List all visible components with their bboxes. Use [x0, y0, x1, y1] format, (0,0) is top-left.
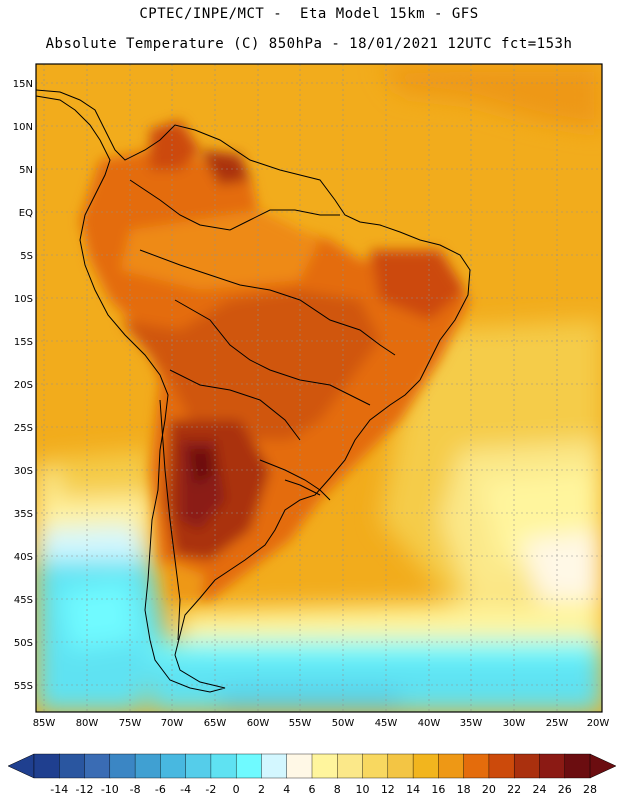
lat-label: 20S	[14, 380, 33, 391]
colorbar-label: 18	[457, 783, 471, 796]
colorbar-swatch	[33, 753, 60, 779]
lat-label: 45S	[14, 595, 33, 606]
colorbar-arrow-low	[7, 753, 35, 779]
colorbar-swatch	[412, 753, 439, 779]
colorbar-label: 8	[334, 783, 341, 796]
colorbar-label: 28	[583, 783, 597, 796]
map-subtitle: Absolute Temperature (C) 850hPa - 18/01/…	[45, 36, 573, 52]
lat-label: 15S	[14, 337, 33, 348]
colorbar-label: -6	[155, 783, 166, 796]
colorbar-label: 24	[532, 783, 546, 796]
colorbar-label: 0	[233, 783, 240, 796]
colorbar-swatch	[387, 753, 414, 779]
lat-label: 15N	[13, 79, 33, 90]
colorbar-swatch	[84, 753, 111, 779]
lat-label: 40S	[14, 552, 33, 563]
colorbar-swatch	[235, 753, 262, 779]
colorbar-swatch	[311, 753, 338, 779]
lon-label: 40W	[418, 718, 441, 729]
colorbar-label: -12	[76, 783, 94, 796]
colorbar-label: 16	[431, 783, 445, 796]
lat-label: 10S	[14, 294, 33, 305]
colorbar-swatch	[59, 753, 86, 779]
lon-label: 30W	[503, 718, 526, 729]
colorbar-swatch	[463, 753, 490, 779]
colorbar-label: 2	[258, 783, 265, 796]
lon-label: 80W	[76, 718, 99, 729]
lon-label: 50W	[332, 718, 355, 729]
lat-label: 50S	[14, 638, 33, 649]
lon-label: 20W	[587, 718, 610, 729]
colorbar-swatch	[539, 753, 566, 779]
lon-label: 70W	[161, 718, 184, 729]
lat-label: EQ	[19, 208, 33, 219]
lon-label: 85W	[33, 718, 56, 729]
temperature-field	[36, 64, 602, 712]
colorbar-label: -8	[130, 783, 141, 796]
colorbar-arrow-high	[589, 753, 617, 779]
map-title: CPTEC/INPE/MCT - Eta Model 15km - GFS	[139, 6, 479, 22]
graticule	[36, 64, 602, 712]
colorbar-label: -14	[50, 783, 68, 796]
coastlines	[36, 89, 471, 693]
longitude-labels: 85W 80W 75W 70W 65W 60W 55W 50W 45W 40W …	[33, 718, 610, 729]
colorbar-label: -4	[180, 783, 191, 796]
lat-label: 55S	[14, 681, 33, 692]
lon-label: 45W	[375, 718, 398, 729]
colorbar-swatch	[210, 753, 237, 779]
lon-label: 65W	[204, 718, 227, 729]
lat-label: 35S	[14, 509, 33, 520]
lat-label: 30S	[14, 466, 33, 477]
colorbar-swatch	[337, 753, 364, 779]
colorbar-label: -2	[205, 783, 216, 796]
colorbar-swatch	[160, 753, 187, 779]
lon-label: 60W	[247, 718, 270, 729]
colorbar-label: 14	[406, 783, 420, 796]
colorbar-label: 6	[309, 783, 316, 796]
lat-label: 5N	[19, 165, 33, 176]
lat-label: 25S	[14, 423, 33, 434]
colorbar-label: 20	[482, 783, 496, 796]
colorbar-swatch	[261, 753, 288, 779]
colorbar-swatch	[438, 753, 465, 779]
colorbar: -14 -12 -10 -8 -6 -4 -2 0 2 4 6 8 10 12 14 16 18 20 22 24 26…	[7, 753, 617, 796]
colorbar-swatch	[109, 753, 136, 779]
latitude-labels: 15N 10N 5N EQ 5S 10S 15S 20S 25S 30S 35S…	[13, 79, 33, 692]
colorbar-swatch	[564, 753, 591, 779]
colorbar-swatch	[134, 753, 161, 779]
colorbar-label: 22	[507, 783, 521, 796]
colorbar-swatch	[513, 753, 540, 779]
lon-label: 25W	[546, 718, 569, 729]
colorbar-label: 10	[356, 783, 370, 796]
colorbar-label: 26	[558, 783, 572, 796]
lat-label: 5S	[20, 251, 33, 262]
colorbar-swatch	[286, 753, 313, 779]
lon-label: 55W	[289, 718, 312, 729]
colorbar-label: 4	[283, 783, 290, 796]
colorbar-swatch	[185, 753, 212, 779]
colorbar-swatch	[488, 753, 515, 779]
lon-label: 35W	[460, 718, 483, 729]
colorbar-swatch	[362, 753, 389, 779]
lon-label: 75W	[119, 718, 142, 729]
map-frame	[35, 63, 603, 713]
colorbar-label: -10	[101, 783, 119, 796]
colorbar-label: 12	[381, 783, 395, 796]
lat-label: 10N	[13, 122, 33, 133]
